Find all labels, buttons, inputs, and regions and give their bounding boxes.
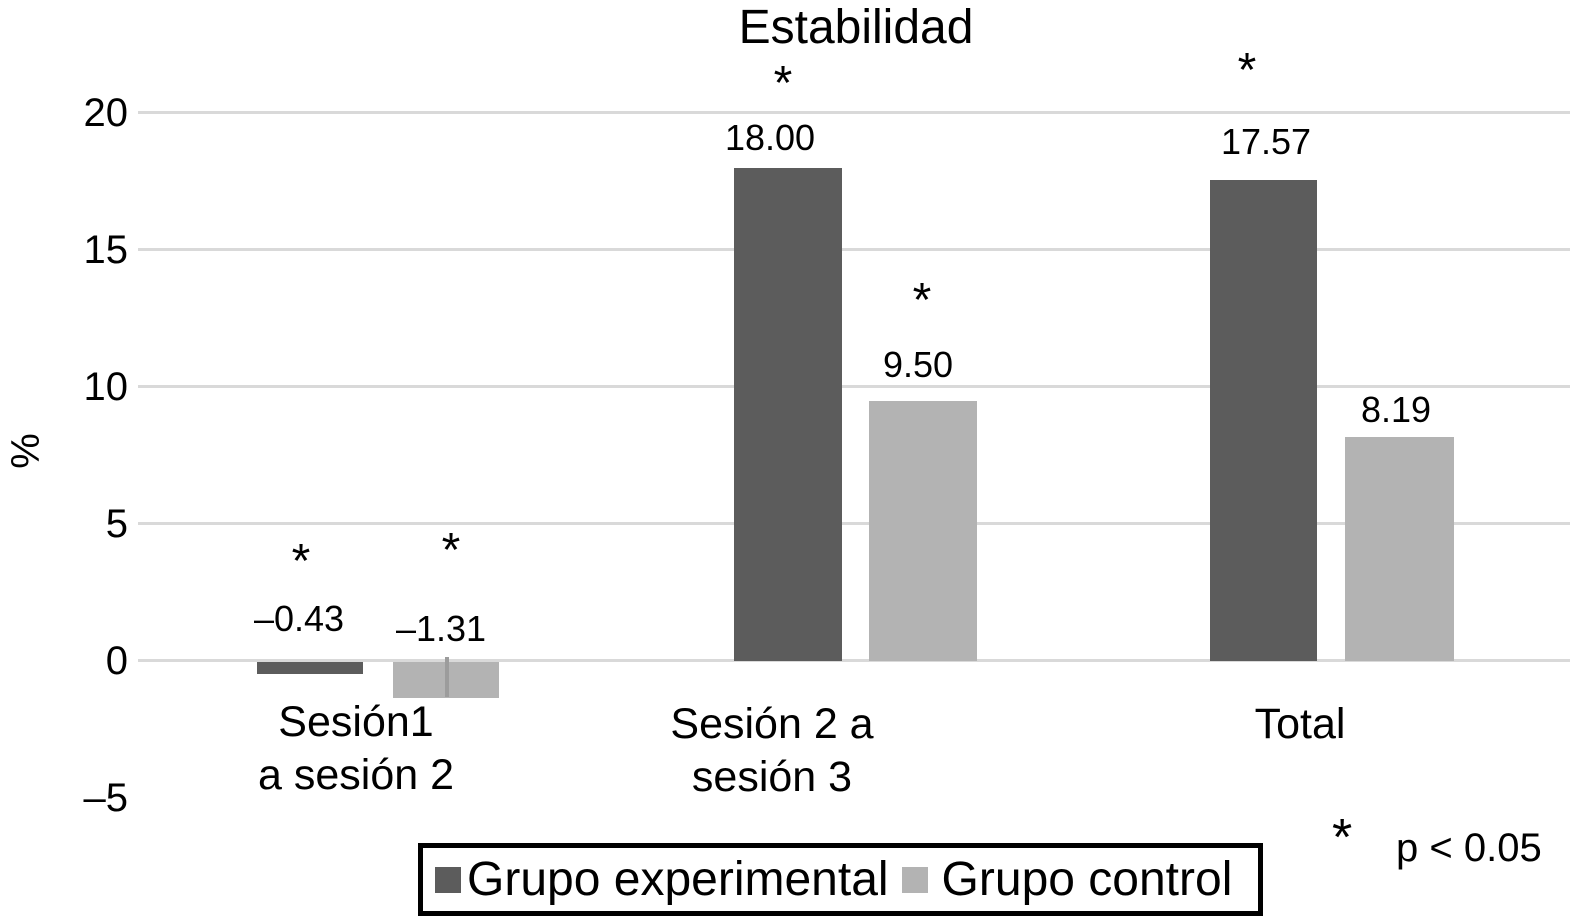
- note-asterisk: *: [1332, 809, 1353, 867]
- significance-asterisk-control-sesion2-3: *: [912, 274, 932, 327]
- legend-box: Grupo experimental Grupo control: [418, 843, 1263, 916]
- significance-asterisk-control-sesion1-2: *: [441, 524, 461, 577]
- bar-experimental-sesion1-2: [257, 662, 363, 674]
- legend-swatch-control: [901, 866, 928, 893]
- y-tick-20: 20: [83, 91, 129, 135]
- significance-asterisk-experimental-total: *: [1237, 44, 1257, 97]
- gridline-0-baseline: [138, 659, 1570, 662]
- legend-label-control: Grupo control: [941, 852, 1233, 906]
- note-text: p < 0.05: [1396, 826, 1542, 870]
- category-label-line: Sesión 2 a: [670, 700, 874, 748]
- bar-experimental-sesion2-3: [734, 168, 842, 661]
- category-label-sesion1-2: Sesión1 a sesión 2: [258, 696, 454, 802]
- category-label-line: sesión 3: [691, 753, 853, 801]
- value-label-control-sesion2-3: 9.50: [882, 344, 954, 385]
- gridline-5: [138, 522, 1570, 525]
- category-label-line: Sesión1: [278, 698, 434, 746]
- chart-title: Estabilidad: [738, 1, 974, 54]
- gridline-10: [138, 385, 1570, 388]
- bar-control-sesion2-3: [869, 401, 977, 661]
- y-tick-10: 10: [83, 365, 129, 409]
- y-tick-neg5: –5: [83, 776, 129, 820]
- value-label-control-sesion1-2: –1.31: [395, 608, 487, 649]
- gridline-20: [138, 111, 1570, 114]
- significance-asterisk-experimental-sesion2-3: *: [773, 57, 793, 110]
- category-label-line: Total: [1254, 700, 1346, 748]
- legend-swatch-experimental: [435, 866, 461, 893]
- y-axis-label: %: [3, 433, 48, 469]
- significance-asterisk-experimental-sesion1-2: *: [291, 535, 311, 588]
- value-label-experimental-total: 17.57: [1220, 121, 1312, 162]
- y-tick-15: 15: [83, 228, 129, 272]
- bar-control-total: [1345, 437, 1454, 661]
- y-tick-5: 5: [105, 502, 128, 546]
- category-label-total: Total: [1255, 698, 1346, 751]
- axis-tick-mark: [445, 657, 449, 697]
- legend-label-experimental: Grupo experimental: [467, 852, 889, 906]
- bar-experimental-total: [1210, 180, 1317, 661]
- gridline-15: [138, 248, 1570, 251]
- value-label-experimental-sesion2-3: 18.00: [724, 117, 816, 158]
- value-label-experimental-sesion1-2: –0.43: [253, 598, 345, 639]
- value-label-control-total: 8.19: [1360, 389, 1432, 430]
- y-tick-0: 0: [105, 639, 128, 683]
- category-label-sesion2-3: Sesión 2 a sesión 3: [670, 698, 873, 804]
- category-label-line: a sesión 2: [257, 751, 455, 799]
